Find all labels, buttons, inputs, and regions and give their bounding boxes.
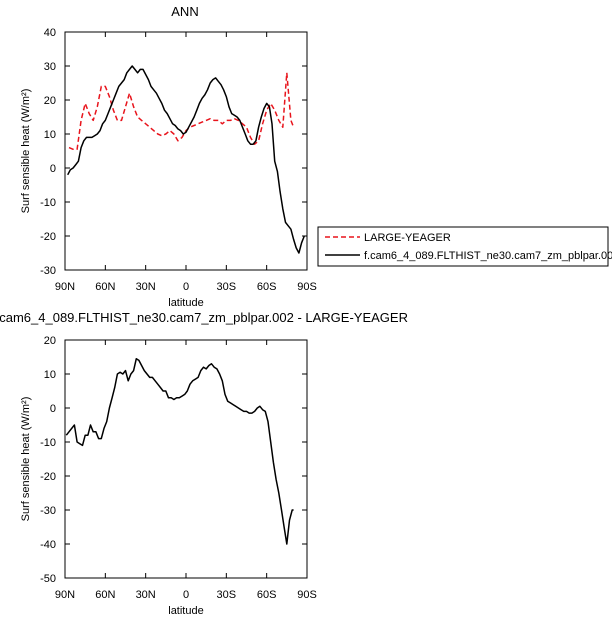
top-chart-title: ANN bbox=[171, 4, 198, 19]
bottom-x-axis: 90N 60N 30N 0 30S 60S 90S bbox=[55, 340, 317, 601]
bottom-y-tick-label: 0 bbox=[50, 403, 56, 415]
top-y-tick-label: -20 bbox=[40, 231, 56, 243]
bottom-x-axis-label: latitude bbox=[168, 605, 203, 617]
bottom-x-tick-label: 0 bbox=[183, 589, 189, 601]
top-x-tick-label: 60N bbox=[95, 281, 115, 293]
top-x-tick-label: 90S bbox=[297, 281, 317, 293]
bottom-series-line-0 bbox=[65, 357, 294, 545]
bottom-y-tick-label: -40 bbox=[40, 539, 56, 551]
legend-box bbox=[317, 226, 609, 267]
top-y-tick-label: -10 bbox=[40, 197, 56, 209]
bottom-series-group bbox=[65, 357, 294, 545]
top-series-group bbox=[67, 65, 305, 254]
top-plot-frame bbox=[64, 31, 308, 271]
bottom-y-tick-label: 20 bbox=[44, 335, 56, 347]
bottom-y-axis: -50 -40 -30 -20 -10 0 10 20 bbox=[40, 335, 307, 585]
bottom-x-tick-label: 90N bbox=[55, 589, 75, 601]
bottom-y-tick-label: -30 bbox=[40, 505, 56, 517]
bottom-y-tick-label: -20 bbox=[40, 471, 56, 483]
bottom-panel: f.cam6_4_089.FLTHIST_ne30.cam7_zm_pblpar… bbox=[0, 310, 408, 617]
legend-label-cam6: f.cam6_4_089.FLTHIST_ne30.cam7_zm_pblpar… bbox=[364, 250, 612, 262]
top-x-tick-label: 60S bbox=[257, 281, 277, 293]
legend-label-large-yeager: LARGE-YEAGER bbox=[364, 232, 451, 244]
bottom-y-tick-label: 10 bbox=[44, 369, 56, 381]
top-y-tick-label: 0 bbox=[50, 163, 56, 175]
top-x-axis: 90N 60N 30N 0 30S 60S 90S bbox=[55, 32, 317, 293]
top-y-tick-label: 40 bbox=[44, 27, 56, 39]
bottom-x-tick-label: 30N bbox=[136, 589, 156, 601]
top-series-line-1 bbox=[67, 65, 305, 254]
top-x-tick-label: 30S bbox=[217, 281, 237, 293]
top-y-tick-label: -30 bbox=[40, 265, 56, 277]
bottom-plot-frame bbox=[64, 339, 308, 579]
top-y-tick-label: 10 bbox=[44, 129, 56, 141]
bottom-y-tick-label: -10 bbox=[40, 437, 56, 449]
bottom-y-tick-label: -50 bbox=[40, 573, 56, 585]
bottom-x-tick-label: 90S bbox=[297, 589, 317, 601]
legend: LARGE-YEAGER f.cam6_4_089.FLTHIST_ne30.c… bbox=[317, 226, 612, 267]
bottom-chart-title: f.cam6_4_089.FLTHIST_ne30.cam7_zm_pblpar… bbox=[0, 310, 408, 325]
bottom-y-axis-label: Surf sensible heat (W/m²) bbox=[20, 397, 32, 522]
top-x-tick-label: 30N bbox=[136, 281, 156, 293]
top-y-tick-label: 20 bbox=[44, 95, 56, 107]
top-y-tick-label: 30 bbox=[44, 61, 56, 73]
bottom-x-tick-label: 60N bbox=[95, 589, 115, 601]
top-y-axis: -30 -20 -10 0 10 20 30 40 bbox=[40, 27, 307, 277]
bottom-x-tick-label: 30S bbox=[217, 589, 237, 601]
bottom-x-tick-label: 60S bbox=[257, 589, 277, 601]
top-x-tick-label: 0 bbox=[183, 281, 189, 293]
top-y-axis-label: Surf sensible heat (W/m²) bbox=[20, 89, 32, 214]
top-x-axis-label: latitude bbox=[168, 297, 203, 309]
top-x-tick-label: 90N bbox=[55, 281, 75, 293]
top-series-line-0 bbox=[68, 72, 295, 151]
